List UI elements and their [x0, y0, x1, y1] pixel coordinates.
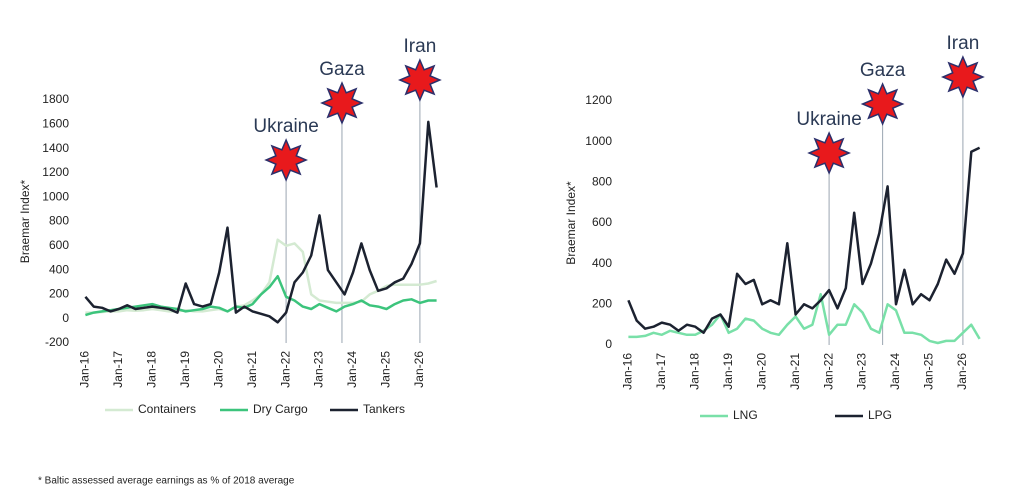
y-tick-label: 1200: [42, 165, 69, 179]
y-tick-label: 1000: [42, 189, 69, 203]
annotation-label: Gaza: [319, 59, 365, 80]
line-series: [85, 274, 437, 317]
annotation-label: Ukraine: [796, 109, 861, 130]
x-tick-label: Jan-18: [687, 353, 701, 390]
x-tick-label: Jan-18: [144, 351, 158, 388]
x-tick-label: Jan-19: [721, 353, 735, 390]
x-tick-label: Jan-23: [855, 353, 869, 390]
annotation-star: [860, 82, 905, 126]
line-series: [84, 120, 438, 324]
y-tick-label: 1600: [42, 116, 69, 130]
x-tick-label: Jan-21: [788, 353, 802, 390]
x-tick-label: Jan-25: [922, 353, 936, 390]
annotation-star: [264, 138, 309, 182]
x-tick-label: Jan-20: [211, 351, 225, 388]
x-tick-label: Jan-16: [78, 351, 92, 388]
x-tick-label: Jan-17: [111, 351, 125, 388]
x-tick-label: Jan-23: [312, 351, 326, 388]
y-tick-label: 800: [49, 214, 69, 228]
x-tick-label: Jan-16: [621, 353, 635, 390]
line-series: [628, 292, 981, 345]
x-tick-label: Jan-22: [821, 353, 835, 390]
y-axis-label: Braemar Index*: [18, 179, 32, 263]
line-series: [85, 238, 437, 314]
x-tick-label: Jan-26: [412, 351, 426, 388]
annotation-label: Iran: [404, 36, 437, 57]
y-tick-label: 1000: [585, 134, 612, 148]
annotation-label: Iran: [947, 33, 980, 54]
y-tick-label: 200: [592, 297, 612, 311]
y-tick-label: 1400: [42, 141, 69, 155]
annotation-star: [807, 131, 852, 175]
x-tick-label: Jan-21: [245, 351, 259, 388]
annotation-star: [320, 81, 364, 125]
y-tick-label: 200: [49, 287, 69, 301]
x-tick-label: Jan-25: [379, 351, 393, 388]
y-tick-label: 1800: [42, 92, 69, 106]
y-tick-label: 600: [49, 238, 69, 252]
legend-label: Containers: [138, 402, 196, 416]
legend-label: Tankers: [363, 402, 405, 416]
legend-label: LPG: [868, 408, 892, 422]
x-tick-label: Jan-17: [654, 353, 668, 390]
x-tick-label: Jan-19: [178, 351, 192, 388]
y-tick-label: 0: [605, 337, 612, 351]
y-tick-label: 400: [592, 256, 612, 270]
y-tick-label: -200: [45, 335, 69, 349]
legend-label: Dry Cargo: [253, 402, 308, 416]
legend-label: LNG: [733, 408, 758, 422]
y-tick-label: 0: [62, 311, 69, 325]
y-tick-label: 1200: [585, 93, 612, 107]
x-tick-label: Jan-26: [955, 353, 969, 390]
annotation-label: Ukraine: [253, 116, 318, 137]
line-series: [627, 146, 981, 335]
x-tick-label: Jan-24: [345, 351, 359, 388]
x-tick-label: Jan-20: [754, 353, 768, 390]
y-tick-label: 400: [49, 262, 69, 276]
x-tick-label: Jan-24: [888, 353, 902, 390]
footnote: * Baltic assessed average earnings as % …: [38, 476, 295, 487]
y-tick-label: 600: [592, 215, 612, 229]
annotation-star: [940, 55, 985, 99]
x-tick-label: Jan-22: [278, 351, 292, 388]
y-axis-label: Braemar Index*: [564, 181, 578, 265]
annotation-star: [397, 58, 442, 102]
y-tick-label: 800: [592, 175, 612, 189]
annotation-label: Gaza: [860, 60, 906, 81]
